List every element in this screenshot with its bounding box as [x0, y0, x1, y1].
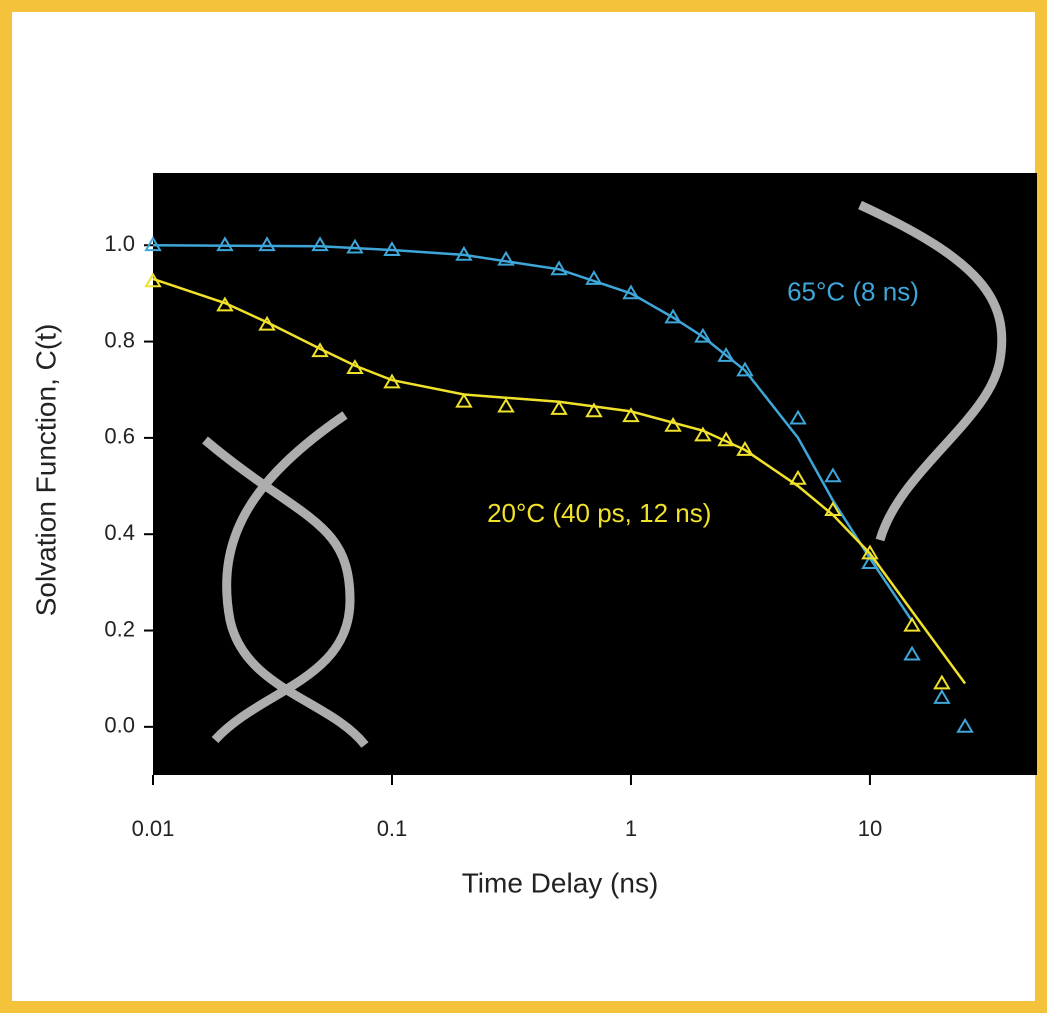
- data-point: [383, 373, 401, 389]
- data-point: [664, 308, 682, 324]
- data-point: [622, 284, 640, 300]
- data-point: [550, 400, 568, 415]
- data-point: [144, 236, 162, 252]
- x-axis-label: Time Delay (ns): [462, 867, 659, 898]
- data-point: [694, 327, 712, 343]
- data-point: [455, 245, 473, 261]
- y-tick-label: 0.6: [104, 424, 135, 449]
- fit-line: [152, 243, 914, 622]
- y-axis-label: Solvation Function, C(t): [30, 324, 61, 617]
- data-point: [861, 554, 879, 569]
- data-point: [622, 407, 640, 423]
- data-point: [861, 544, 879, 560]
- data-point: [824, 501, 842, 517]
- data-point: [824, 467, 842, 483]
- data-point: [216, 236, 234, 252]
- data-point: [789, 409, 807, 425]
- data-point: [346, 238, 364, 254]
- data-point: [585, 269, 603, 285]
- helix-strand: [858, 200, 1007, 542]
- data-point: [497, 250, 515, 266]
- y-tick-label: 0.2: [104, 616, 135, 641]
- data-point: [903, 616, 921, 632]
- helix-decoration: [202, 200, 1007, 748]
- data-point: [311, 236, 329, 252]
- data-point: [717, 347, 735, 362]
- data-point: [346, 359, 364, 374]
- data-point: [664, 416, 682, 432]
- helix-strand: [222, 411, 369, 748]
- y-tick-label: 0.4: [104, 520, 135, 545]
- data-point: [258, 236, 276, 252]
- data-point: [383, 241, 401, 256]
- data-point: [736, 361, 754, 377]
- data-point: [258, 315, 276, 331]
- x-tick-label: 1: [625, 816, 637, 841]
- data-point: [497, 397, 515, 413]
- data-point: [903, 645, 921, 661]
- data-point: [736, 440, 754, 456]
- x-tick-label: 0.1: [377, 816, 408, 841]
- annotation: 20°C (40 ps, 12 ns): [487, 498, 711, 528]
- y-tick-label: 1.0: [104, 231, 135, 256]
- data-point: [694, 426, 712, 442]
- y-tick-label: 0.8: [104, 327, 135, 352]
- y-tick-label: 0.0: [104, 713, 135, 738]
- data-point: [789, 469, 807, 485]
- x-tick-label: 0.01: [132, 816, 175, 841]
- data-point: [933, 674, 951, 690]
- x-tick-label: 10: [858, 816, 882, 841]
- data-point: [455, 392, 473, 408]
- data-point: [144, 272, 162, 288]
- data-point: [216, 296, 234, 312]
- data-point: [311, 342, 329, 358]
- data-point: [585, 402, 603, 418]
- data-point: [550, 260, 568, 276]
- data-point: [717, 431, 735, 447]
- data-point: [933, 688, 951, 704]
- helix-strand: [202, 436, 355, 744]
- annotation: 65°C (8 ns): [787, 276, 919, 306]
- data-point: [956, 717, 974, 733]
